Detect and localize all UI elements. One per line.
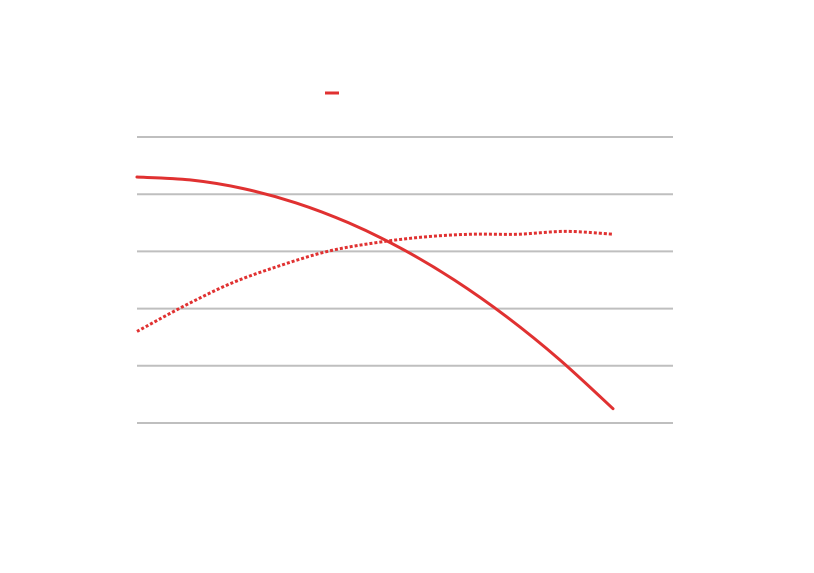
series-line-dotted — [136, 229, 614, 333]
y-gridlines — [137, 136, 673, 424]
series-group — [135, 175, 615, 411]
